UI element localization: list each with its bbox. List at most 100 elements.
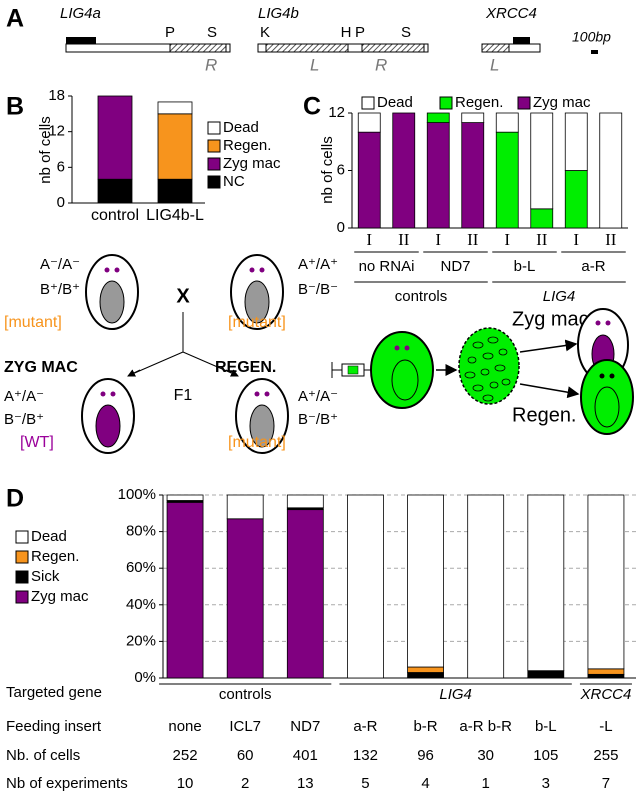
legend-label: Dead	[377, 94, 413, 111]
x-tick-label: I	[573, 230, 579, 249]
scale-bar	[591, 50, 598, 54]
genotype: A⁺/A⁻	[298, 388, 338, 405]
macronucleus	[594, 386, 620, 428]
x-tick-label: ICL7	[229, 718, 262, 735]
legend-swatch	[15, 570, 29, 584]
bar-segment	[407, 494, 444, 668]
y-tick-label: 0	[337, 219, 345, 236]
bar-segment	[226, 518, 264, 679]
bar-segment	[347, 494, 384, 679]
scale-label: 100bp	[572, 29, 611, 45]
micronucleus	[609, 373, 615, 379]
panel-label: C	[303, 93, 321, 121]
y-tick-label: 20%	[126, 632, 156, 649]
y-tick-label: 6	[57, 158, 65, 175]
bar-segment	[157, 101, 193, 115]
x-tick-label: I	[366, 230, 372, 249]
outcome: Regen.	[512, 404, 577, 426]
cell-count: 30	[477, 747, 494, 764]
x-tick-label: -L	[599, 718, 613, 735]
bar-segment	[530, 208, 554, 229]
bar-segment	[157, 113, 193, 180]
region: L	[490, 55, 499, 74]
bar-segment	[564, 170, 588, 229]
micronucleus	[100, 391, 106, 397]
bar-segment	[392, 112, 416, 229]
micronucleus	[254, 391, 260, 397]
legend-label: Regen.	[223, 137, 271, 154]
cross-sign: X	[176, 285, 190, 307]
region: R	[205, 55, 217, 74]
gene-name: XRCC4	[485, 5, 537, 22]
legend-label: Zyg mac	[223, 155, 281, 172]
generation: F1	[174, 387, 193, 404]
micronucleus	[114, 267, 120, 273]
x-tick-label: b-R	[413, 718, 438, 735]
legend-swatch	[207, 157, 221, 171]
macronucleus	[99, 280, 125, 324]
phenotype: [mutant]	[4, 314, 62, 331]
experiment-count: 1	[482, 775, 490, 792]
cell-count: 401	[293, 747, 318, 764]
gene-name: LIG4b	[258, 5, 299, 22]
bar-segment	[157, 178, 193, 204]
exon-box	[513, 37, 530, 44]
micronucleus	[249, 267, 255, 273]
cross-diagram: A⁻/A⁻ B⁺/B⁺ [mutant] X A⁺/A⁺ B⁻/B⁻ [muta…	[4, 254, 338, 454]
bar-segment	[286, 509, 324, 679]
bar-segment	[286, 494, 324, 509]
site: K	[260, 24, 270, 41]
y-tick-label: 6	[337, 161, 345, 178]
gene-map: LIG4a P S R LIG4b K H P S L R XRCC4 L 10…	[60, 5, 611, 75]
x-tick-label: b-L	[534, 718, 557, 735]
x-tick-label: I	[504, 230, 510, 249]
cell	[458, 327, 520, 405]
y-tick-label: 18	[48, 87, 65, 104]
phenotype: [WT]	[20, 434, 54, 451]
legend-swatch	[15, 550, 29, 564]
group-label: XRCC4	[580, 686, 632, 703]
site: H	[341, 24, 352, 41]
y-tick-label: 12	[48, 123, 65, 140]
bar-segment	[587, 668, 625, 675]
x-tick-label: a-R	[353, 718, 378, 735]
phenotype: [mutant]	[228, 434, 286, 451]
cross-lines	[129, 312, 237, 376]
legend-swatch	[361, 96, 375, 110]
group-label: b-L	[514, 258, 536, 275]
legend-swatch	[15, 590, 29, 604]
legend-swatch	[207, 139, 221, 153]
injection-diagram: Zyg mac Regen.	[331, 308, 634, 435]
arrow	[519, 383, 580, 399]
genotype: A⁺/A⁺	[298, 256, 338, 273]
bar-segment	[166, 501, 204, 679]
legend-label: Sick	[31, 568, 60, 585]
cell-count: 96	[417, 747, 434, 764]
bar-segment	[357, 131, 381, 229]
bar-segment	[564, 112, 588, 171]
group-label: controls	[395, 288, 448, 305]
bar-segment	[407, 672, 444, 679]
micronucleus	[605, 320, 611, 326]
x-tick-label: I	[435, 230, 441, 249]
exon-box	[66, 37, 96, 44]
experiment-count: 4	[421, 775, 429, 792]
macronucleus	[249, 404, 275, 448]
legend-label: NC	[223, 173, 245, 190]
legend-swatch	[517, 96, 531, 110]
experiment-count: 5	[361, 775, 369, 792]
group-label: controls	[219, 686, 272, 703]
group-label: LIG4	[543, 288, 576, 305]
bar-segment	[407, 666, 444, 673]
region: R	[375, 55, 387, 74]
bar-segment	[599, 112, 623, 229]
insert	[265, 43, 349, 53]
gene-bar	[65, 43, 231, 53]
row-label: Nb of experiments	[6, 775, 128, 792]
bar-segment	[467, 494, 505, 679]
panel-label: D	[6, 485, 24, 513]
experiment-count: 3	[542, 775, 550, 792]
bar-segment	[587, 673, 625, 679]
micronucleus	[259, 267, 265, 273]
